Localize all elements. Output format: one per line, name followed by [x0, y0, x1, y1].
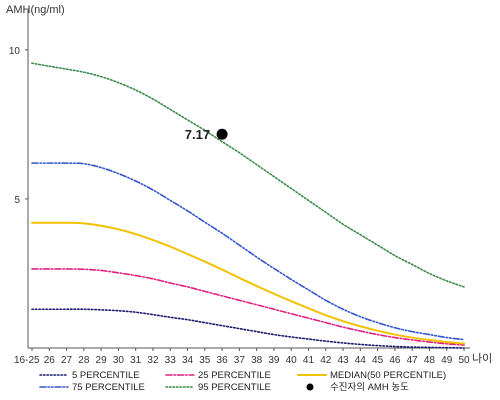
- x-tick-label: 28: [78, 355, 90, 366]
- y-tick-label: 10: [9, 46, 21, 57]
- x-tick-label: 35: [199, 355, 211, 366]
- x-tick-label: 26: [44, 355, 56, 366]
- series-line-25-percentile: [31, 268, 465, 346]
- x-tick-label: 46: [389, 355, 401, 366]
- x-tick-label: 27: [61, 355, 73, 366]
- x-tick-label: 32: [147, 355, 159, 366]
- legend-label-median-50-percentile: MEDIAN(50 PERCENTILE): [330, 370, 446, 381]
- x-tick-label: 31: [130, 355, 142, 366]
- x-tick-label: 50: [458, 355, 470, 366]
- x-tick-label: 45: [372, 355, 384, 366]
- patient-marker: 7.17: [185, 127, 228, 142]
- x-tick-label: 29: [96, 355, 108, 366]
- series-line-median-50-percentile: [31, 221, 465, 345]
- axes: AMH(ng/ml) 나이 5 10 16-25 26 27 28 29 30 31 32 33 34 35…: [6, 4, 492, 366]
- patient-amh-point: [216, 128, 228, 140]
- x-tick-label: 34: [182, 355, 194, 366]
- legend-swatch-amh: [306, 383, 314, 391]
- x-tick-label: 44: [355, 355, 367, 366]
- x-tick-label: 16-25: [14, 355, 40, 366]
- y-tick-label: 5: [14, 195, 20, 206]
- y-axis-title: AMH(ng/ml): [6, 4, 65, 16]
- x-tick-label: 40: [286, 355, 298, 366]
- x-tick-label: 47: [407, 355, 419, 366]
- legend-label-amh: 수진자의 AMH 농도: [330, 382, 409, 393]
- x-tick-label: 37: [234, 355, 246, 366]
- legend: 5 PERCENTILE 25 PERCENTILE MEDIAN(50 PERCE…: [39, 370, 446, 393]
- series-line-5-percentile: [31, 308, 465, 349]
- x-axis-title: 나이: [472, 352, 492, 365]
- x-tick-label: 41: [303, 355, 315, 366]
- series-line-75-percentile: [31, 162, 465, 341]
- legend-label-25-percentile: 25 PERCENTILE: [198, 370, 271, 381]
- legend-label-75-percentile: 75 PERCENTILE: [72, 382, 145, 393]
- x-tick-label: 43: [337, 355, 349, 366]
- x-tick-label: 33: [165, 355, 177, 366]
- legend-label-5-percentile: 5 PERCENTILE: [72, 370, 140, 381]
- series-lines: [31, 62, 465, 349]
- x-tick-label: 48: [424, 355, 436, 366]
- patient-amh-value-label: 7.17: [185, 127, 210, 142]
- x-tick-label: 38: [251, 355, 263, 366]
- x-tick-label: 39: [268, 355, 280, 366]
- x-tick-label: 36: [217, 355, 229, 366]
- x-tick-label: 42: [320, 355, 332, 366]
- x-tick-label: 30: [113, 355, 125, 366]
- series-line-95-percentile: [31, 62, 465, 288]
- x-tick-label: 49: [441, 355, 453, 366]
- legend-label-95-percentile: 95 PERCENTILE: [198, 382, 271, 393]
